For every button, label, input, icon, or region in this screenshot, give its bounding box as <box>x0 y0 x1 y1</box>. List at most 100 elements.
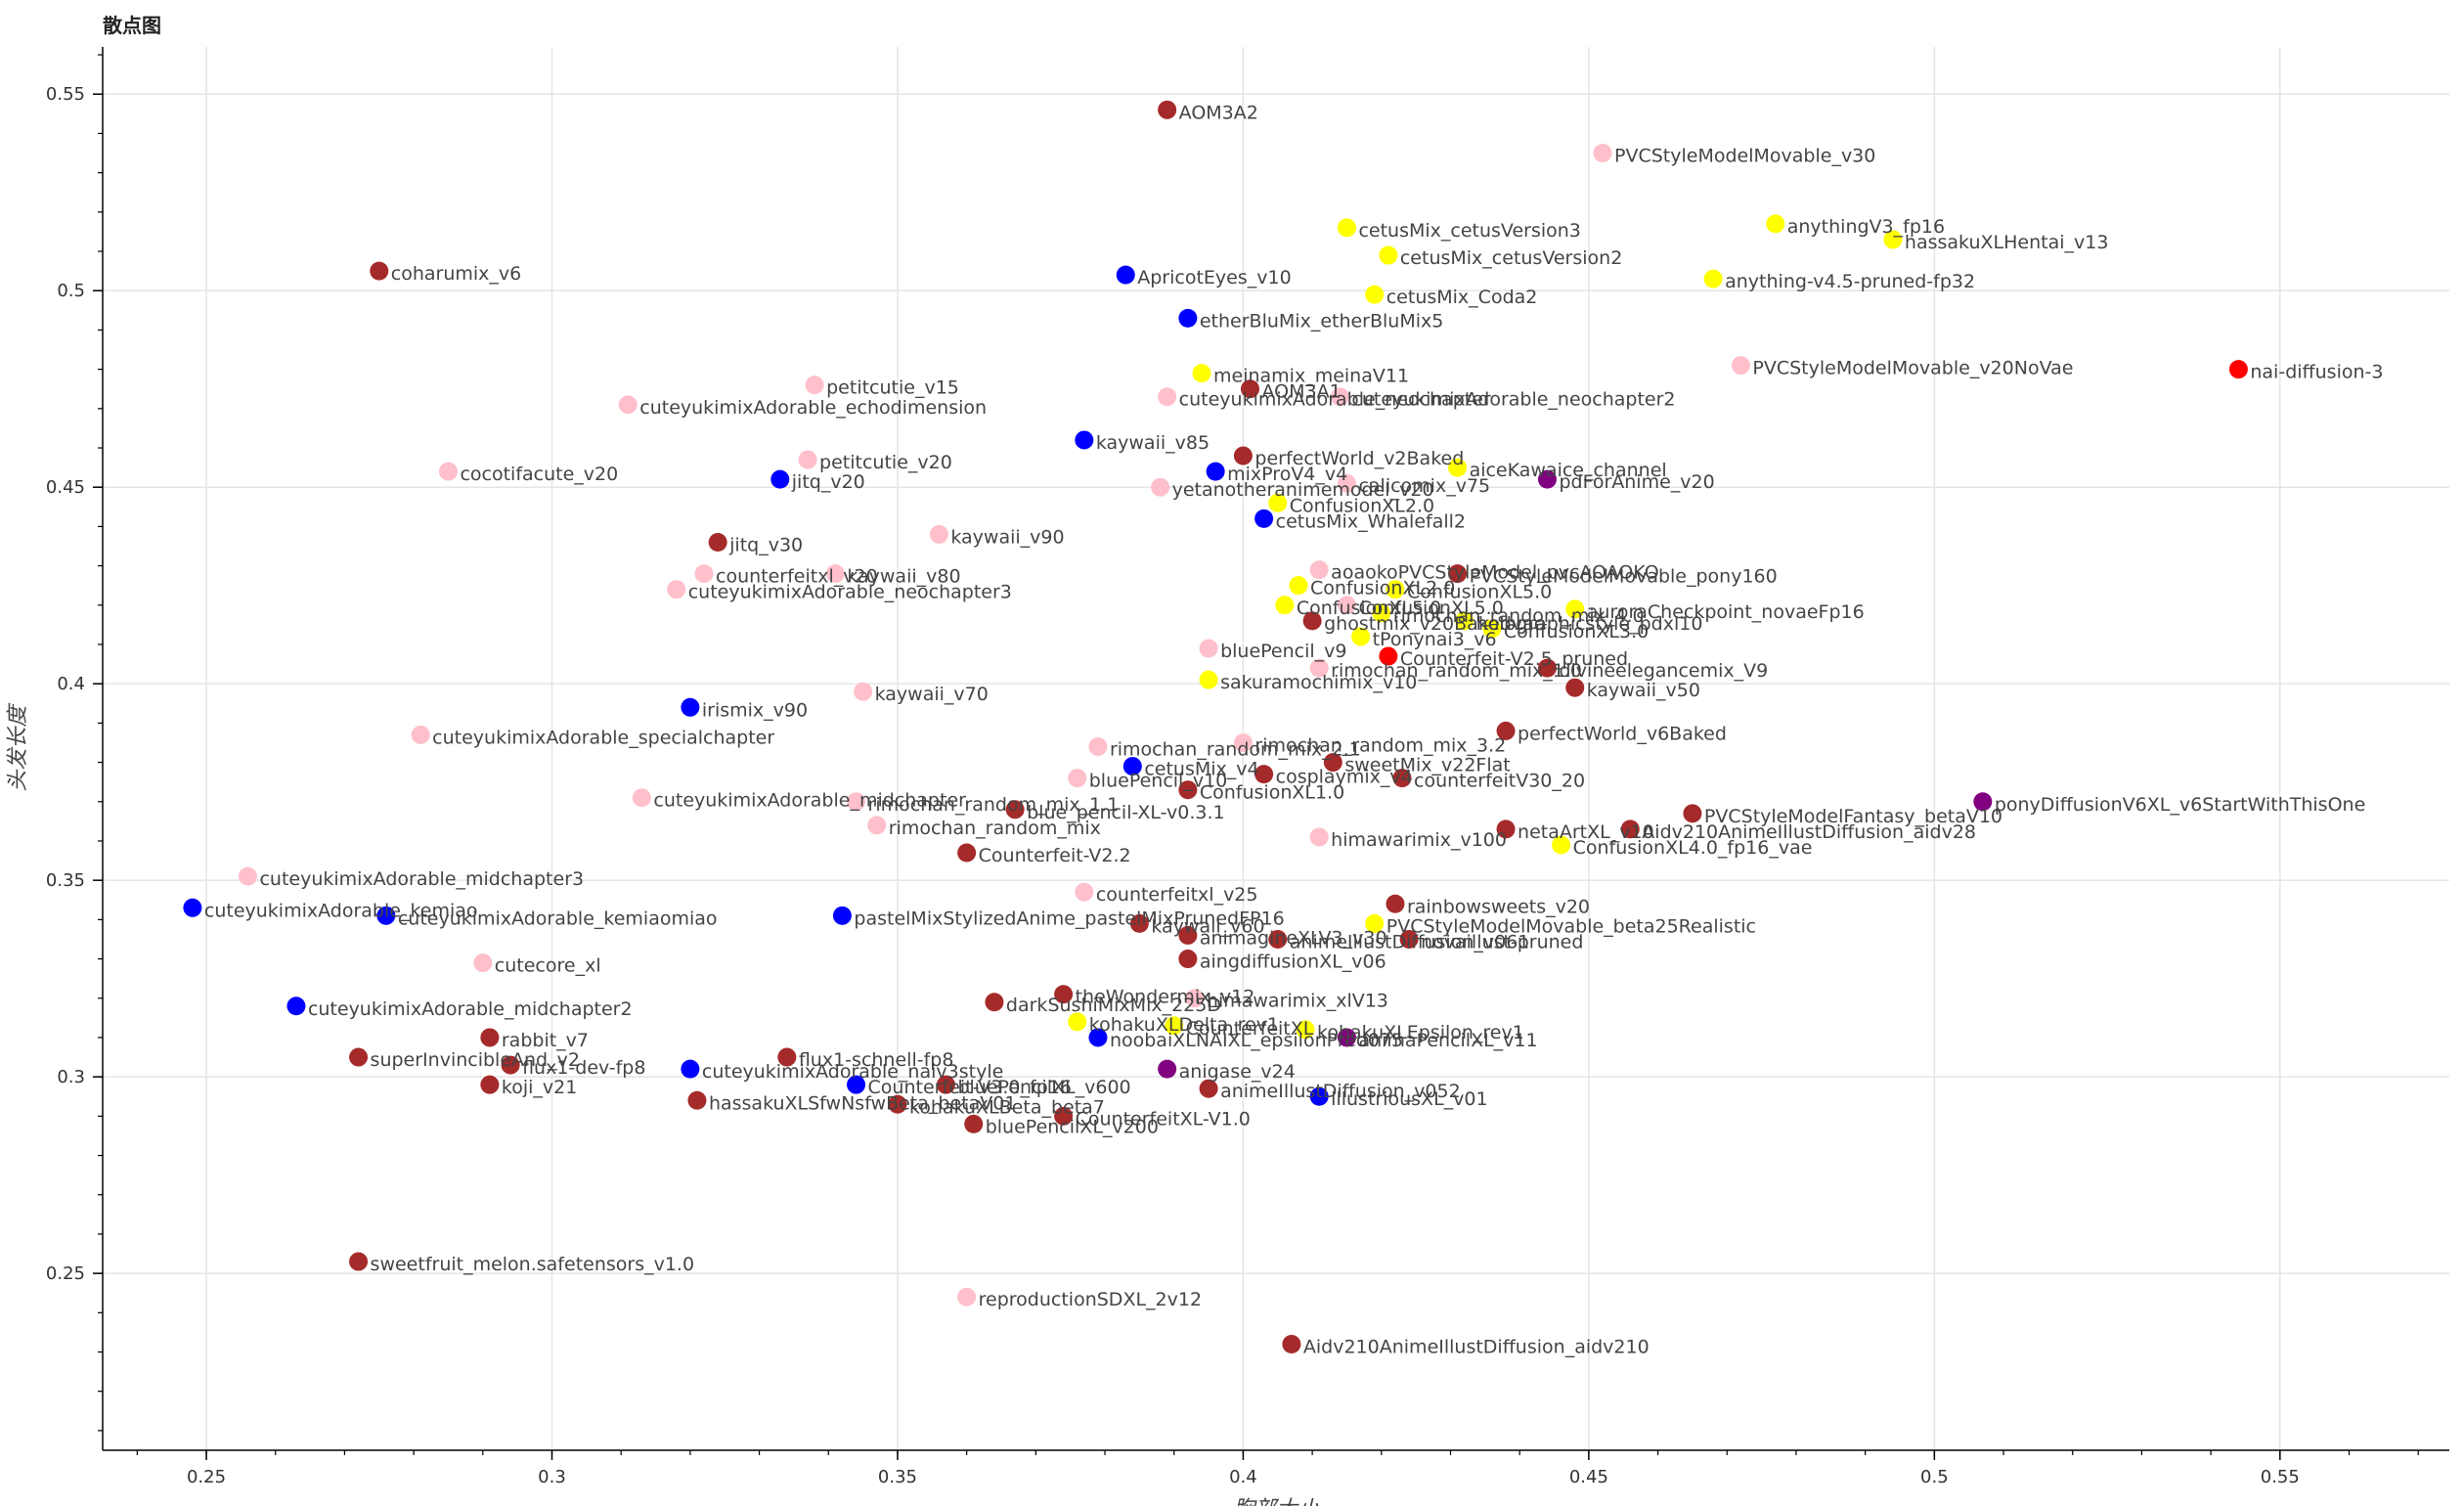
data-point[interactable] <box>1151 477 1170 497</box>
data-point[interactable] <box>1199 639 1218 658</box>
data-point[interactable] <box>1337 473 1356 493</box>
data-point[interactable] <box>1254 509 1274 528</box>
data-point[interactable] <box>708 532 727 552</box>
data-point[interactable] <box>1178 308 1198 328</box>
data-point[interactable] <box>1233 732 1253 752</box>
data-point[interactable] <box>847 792 866 812</box>
data-point[interactable] <box>1565 599 1585 619</box>
data-point[interactable] <box>1309 658 1329 678</box>
data-point[interactable] <box>1178 780 1198 800</box>
data-point[interactable] <box>1068 1012 1087 1032</box>
data-point[interactable] <box>854 682 873 701</box>
data-point[interactable] <box>1165 1016 1184 1036</box>
data-point[interactable] <box>1088 1028 1108 1047</box>
data-point[interactable] <box>1496 721 1516 740</box>
data-point[interactable] <box>1351 627 1371 646</box>
data-point[interactable] <box>1683 804 1702 823</box>
data-point[interactable] <box>480 1028 500 1047</box>
data-point[interactable] <box>1282 1334 1301 1353</box>
data-point[interactable] <box>1309 560 1329 580</box>
data-point[interactable] <box>1206 462 1225 481</box>
data-point[interactable] <box>798 450 817 469</box>
data-point[interactable] <box>1379 245 1398 265</box>
data-point[interactable] <box>1309 827 1329 847</box>
data-point[interactable] <box>1116 265 1135 285</box>
data-point[interactable] <box>1537 469 1557 489</box>
data-point[interactable] <box>1565 678 1585 697</box>
data-point[interactable] <box>1731 356 1750 376</box>
data-point[interactable] <box>1178 950 1198 969</box>
data-point[interactable] <box>632 788 651 808</box>
data-point[interactable] <box>473 953 493 973</box>
data-point[interactable] <box>1289 576 1308 596</box>
data-point[interactable] <box>1337 596 1356 615</box>
data-point[interactable] <box>1185 989 1205 1008</box>
data-point[interactable] <box>1392 769 1412 788</box>
data-point[interactable] <box>694 564 714 584</box>
data-point[interactable] <box>1158 100 1177 119</box>
data-point[interactable] <box>1593 144 1612 163</box>
data-point[interactable] <box>1054 985 1074 1004</box>
data-point[interactable] <box>1075 882 1094 902</box>
data-point[interactable] <box>1552 835 1571 855</box>
data-point[interactable] <box>480 1075 500 1094</box>
data-point[interactable] <box>1005 800 1025 819</box>
data-point[interactable] <box>1883 230 1903 249</box>
data-point[interactable] <box>1496 819 1516 839</box>
data-point[interactable] <box>667 580 686 599</box>
data-point[interactable] <box>1275 596 1295 615</box>
data-point[interactable] <box>888 1094 907 1114</box>
data-point[interactable] <box>1372 603 1391 623</box>
data-point[interactable] <box>1337 1028 1356 1047</box>
data-point[interactable] <box>770 469 790 489</box>
data-point[interactable] <box>1268 929 1288 949</box>
data-point[interactable] <box>1268 493 1288 512</box>
data-point[interactable] <box>777 1047 797 1067</box>
data-point[interactable] <box>238 866 257 886</box>
data-point[interactable] <box>349 1047 369 1067</box>
data-point[interactable] <box>1075 430 1094 450</box>
data-point[interactable] <box>964 1114 984 1133</box>
data-point[interactable] <box>1240 379 1259 399</box>
data-point[interactable] <box>1129 913 1149 933</box>
data-point[interactable] <box>1365 285 1385 304</box>
data-point[interactable] <box>1973 792 1993 812</box>
data-point[interactable] <box>1386 580 1405 599</box>
data-point[interactable] <box>985 993 1004 1012</box>
data-point[interactable] <box>805 376 824 395</box>
data-point[interactable] <box>438 462 458 481</box>
data-point[interactable] <box>847 1075 866 1094</box>
data-point[interactable] <box>1254 765 1274 784</box>
data-point[interactable] <box>1766 214 1785 234</box>
data-point[interactable] <box>1309 1086 1329 1106</box>
data-point[interactable] <box>687 1090 707 1110</box>
data-point[interactable] <box>501 1055 520 1075</box>
data-point[interactable] <box>1088 736 1108 756</box>
data-point[interactable] <box>286 997 306 1016</box>
data-point[interactable] <box>1448 458 1468 477</box>
data-point[interactable] <box>1537 658 1557 678</box>
data-point[interactable] <box>957 1287 977 1307</box>
data-point[interactable] <box>349 1252 369 1271</box>
data-point[interactable] <box>1233 446 1253 465</box>
data-point[interactable] <box>867 816 887 835</box>
data-point[interactable] <box>1365 913 1385 933</box>
data-point[interactable] <box>825 564 845 584</box>
data-point[interactable] <box>957 843 977 863</box>
data-point[interactable] <box>183 898 202 917</box>
data-point[interactable] <box>1399 929 1419 949</box>
data-point[interactable] <box>1482 619 1502 639</box>
data-point[interactable] <box>681 1059 700 1079</box>
data-point[interactable] <box>1199 1079 1218 1098</box>
data-point[interactable] <box>1448 564 1468 584</box>
data-point[interactable] <box>1386 894 1405 913</box>
data-point[interactable] <box>1158 387 1177 407</box>
data-point[interactable] <box>1337 218 1356 238</box>
data-point[interactable] <box>1158 1059 1177 1079</box>
data-point[interactable] <box>376 906 396 925</box>
data-point[interactable] <box>1054 1106 1074 1126</box>
data-point[interactable] <box>1296 1020 1315 1040</box>
data-point[interactable] <box>1330 387 1349 407</box>
data-point[interactable] <box>1703 269 1723 288</box>
data-point[interactable] <box>929 524 948 544</box>
